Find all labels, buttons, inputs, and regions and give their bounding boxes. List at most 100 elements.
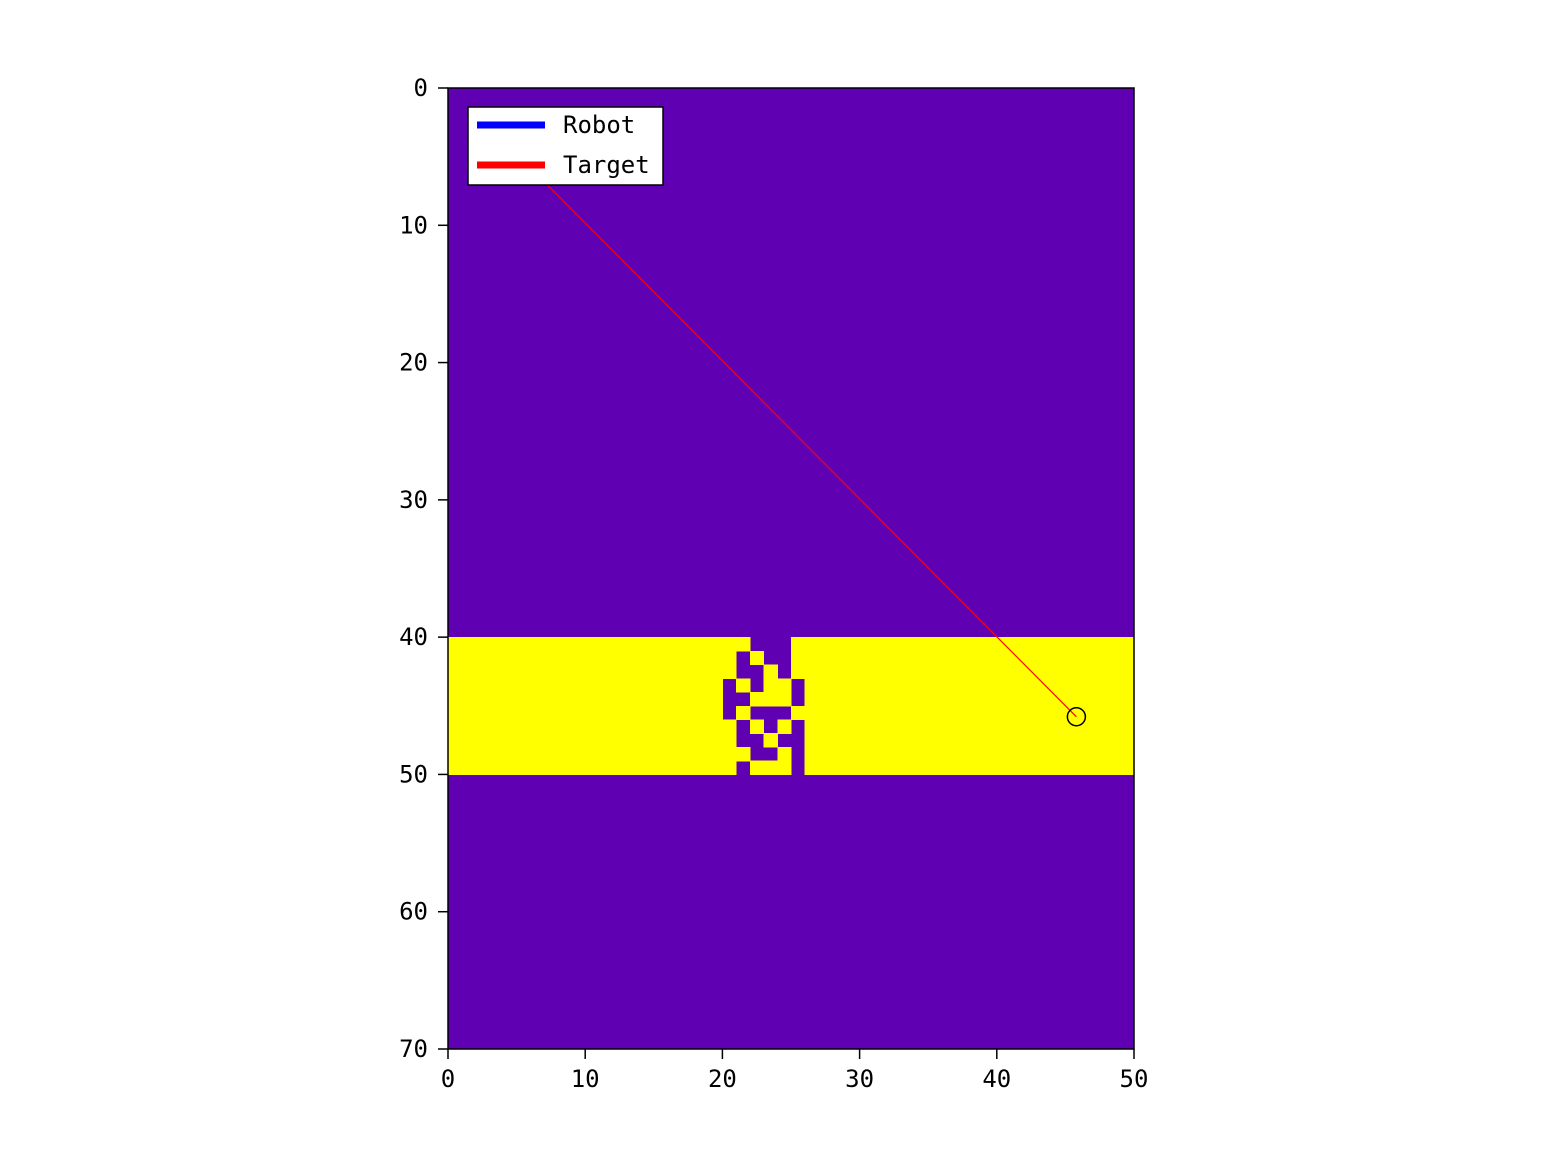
obstacle-cell: [1120, 746, 1135, 762]
obstacle-cell: [832, 719, 847, 734]
obstacle-cell: [941, 760, 957, 776]
obstacle-cell: [777, 746, 792, 762]
obstacle-cell: [626, 760, 641, 776]
obstacle-cell: [1106, 746, 1121, 762]
obstacle-cell: [626, 650, 641, 666]
obstacle-cell: [859, 678, 874, 693]
obstacle-cell: [777, 692, 792, 707]
obstacle-cell: [928, 637, 943, 652]
obstacle-cell: [475, 692, 490, 707]
obstacle-cell: [969, 678, 984, 693]
obstacle-cell: [1106, 664, 1121, 679]
y-tick-label: 70: [399, 1035, 428, 1063]
obstacle-cell: [544, 705, 559, 721]
obstacle-cell: [818, 650, 833, 666]
obstacle-cell: [969, 692, 984, 707]
obstacle-cell: [544, 678, 559, 693]
obstacle-cell: [1079, 678, 1094, 693]
obstacle-cell: [1037, 705, 1053, 721]
obstacle-cell: [1120, 692, 1135, 707]
obstacle-cell: [804, 637, 820, 652]
obstacle-cell: [585, 650, 600, 666]
obstacle-cell: [1037, 650, 1053, 666]
obstacle-cell: [448, 678, 463, 693]
obstacle-cell: [1051, 705, 1066, 721]
obstacle-cell: [845, 760, 861, 776]
obstacle-cell: [845, 746, 861, 762]
obstacle-cell: [887, 705, 902, 721]
obstacle-cell: [1120, 664, 1135, 679]
obstacle-cell: [818, 678, 833, 693]
obstacle-cell: [818, 637, 833, 652]
obstacle-cell: [571, 650, 586, 666]
obstacle-cell: [626, 637, 641, 652]
obstacle-cell: [736, 637, 751, 652]
obstacle-cell: [736, 678, 751, 693]
obstacle-cell: [873, 705, 888, 721]
x-tick-label: 10: [571, 1065, 600, 1093]
obstacle-cell: [681, 664, 696, 679]
obstacle-cell: [626, 692, 641, 707]
obstacle-cell: [1120, 650, 1135, 666]
obstacle-cell: [887, 760, 902, 776]
obstacle-cell: [900, 664, 916, 679]
obstacle-cell: [928, 650, 943, 666]
obstacle-cell: [1024, 637, 1039, 652]
obstacle-cell: [1024, 678, 1039, 693]
obstacle-cell: [1024, 719, 1039, 734]
obstacle-cell: [736, 705, 751, 721]
y-tick-label: 60: [399, 898, 428, 926]
obstacle-cell: [1092, 650, 1108, 666]
obstacle-cell: [1051, 650, 1066, 666]
obstacle-cell: [612, 733, 627, 748]
obstacle-cell: [612, 719, 627, 734]
obstacle-cell: [502, 719, 518, 734]
obstacle-cell: [1065, 650, 1080, 666]
obstacle-cell: [722, 733, 737, 748]
obstacle-cell: [681, 705, 696, 721]
obstacle-cell: [845, 650, 861, 666]
obstacle-cell: [708, 678, 723, 693]
obstacle-cell: [557, 664, 573, 679]
obstacle-cell: [955, 719, 970, 734]
obstacle-cell: [722, 760, 737, 776]
obstacle-cell: [557, 760, 573, 776]
obstacle-cell: [544, 637, 559, 652]
obstacle-cell: [845, 692, 861, 707]
obstacle-cell: [941, 705, 957, 721]
obstacle-cell: [859, 650, 874, 666]
obstacle-cell: [461, 637, 477, 652]
obstacle-cell: [585, 692, 600, 707]
obstacle-cell: [612, 678, 627, 693]
obstacle-cell: [544, 650, 559, 666]
obstacle-cell: [859, 692, 874, 707]
obstacle-cell: [502, 733, 518, 748]
obstacle-cell: [1010, 705, 1025, 721]
obstacle-cell: [557, 650, 573, 666]
obstacle-cell: [1037, 637, 1053, 652]
obstacle-cell: [791, 650, 806, 666]
obstacle-cell: [832, 692, 847, 707]
obstacle-cell: [900, 760, 916, 776]
obstacle-cell: [516, 664, 531, 679]
obstacle-cell: [598, 650, 614, 666]
obstacle-cell: [969, 760, 984, 776]
obstacle-cell: [955, 678, 970, 693]
obstacle-cell: [1037, 719, 1053, 734]
obstacle-cell: [1051, 760, 1066, 776]
plot-area: [448, 88, 1135, 1049]
obstacle-cell: [928, 746, 943, 762]
obstacle-cell: [845, 678, 861, 693]
obstacle-cell: [612, 650, 627, 666]
obstacle-cell: [804, 692, 820, 707]
obstacle-cell: [763, 678, 778, 693]
obstacle-cell: [818, 692, 833, 707]
obstacle-cell: [873, 650, 888, 666]
x-tick-label: 50: [1120, 1065, 1149, 1093]
obstacle-cell: [928, 664, 943, 679]
obstacle-cell: [818, 733, 833, 748]
obstacle-cell: [941, 650, 957, 666]
obstacle-cell: [914, 746, 929, 762]
obstacle-cell: [969, 746, 984, 762]
obstacle-cell: [791, 637, 806, 652]
